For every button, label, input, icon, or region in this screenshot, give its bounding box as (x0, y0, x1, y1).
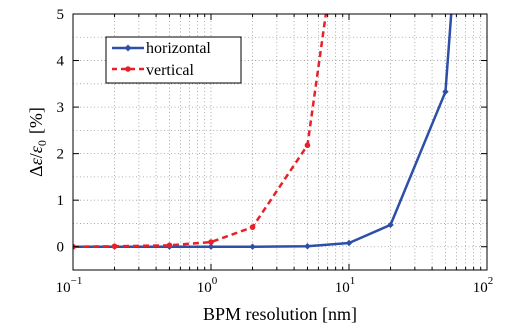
x-tick-label-exponent: 0 (212, 275, 218, 287)
y-tick-label: 4 (57, 54, 65, 70)
x-tick-label-base: 10 (335, 280, 350, 296)
x-tick-label-base: 10 (197, 280, 212, 296)
y-tick-label: 1 (57, 193, 65, 209)
data-point-horizontal (249, 243, 256, 250)
y-tick-label: 2 (57, 147, 65, 163)
series-layer (73, 14, 453, 250)
data-point-horizontal (442, 88, 449, 95)
x-tick-label-base: 10 (473, 280, 488, 296)
data-point-horizontal (304, 243, 311, 250)
x-tick-label-base: 10 (56, 280, 71, 296)
y-tick-label: 3 (57, 100, 65, 116)
x-tick-label: 102 (473, 275, 494, 296)
series-line-horizontal (73, 14, 453, 248)
data-point-horizontal (345, 239, 353, 247)
tick-marks (72, 13, 488, 270)
data-point-horizontal (387, 221, 394, 229)
y-axis-label: Δε/ε0[%] (26, 107, 49, 177)
data-point-vertical (249, 224, 256, 230)
legend: horizontal vertical (105, 36, 242, 84)
data-point-vertical (208, 239, 214, 245)
plot-frame (72, 13, 488, 271)
legend-box (105, 36, 242, 84)
y-tick-label: 5 (57, 7, 65, 23)
x-tick-label-exponent: 1 (350, 275, 356, 287)
legend-label-horizontal: horizontal (146, 40, 211, 57)
x-tick-label: 10−1 (56, 275, 83, 296)
x-tick-label: 100 (197, 275, 218, 296)
x-axis-label: BPM resolution [nm] (203, 304, 357, 324)
data-point-vertical (111, 243, 118, 250)
legend-marker-vertical (125, 66, 131, 72)
legend-label-vertical: vertical (146, 62, 195, 79)
legend-marker-horizontal (124, 44, 132, 52)
plot-area (73, 14, 453, 250)
y-tick-label: 0 (57, 240, 65, 256)
data-point-horizontal (207, 243, 215, 250)
data-point-vertical (166, 242, 173, 249)
x-tick-label-exponent: −1 (71, 275, 83, 287)
data-point-vertical (304, 142, 311, 149)
x-tick-label: 101 (335, 275, 356, 296)
x-tick-label-exponent: 2 (488, 275, 494, 287)
